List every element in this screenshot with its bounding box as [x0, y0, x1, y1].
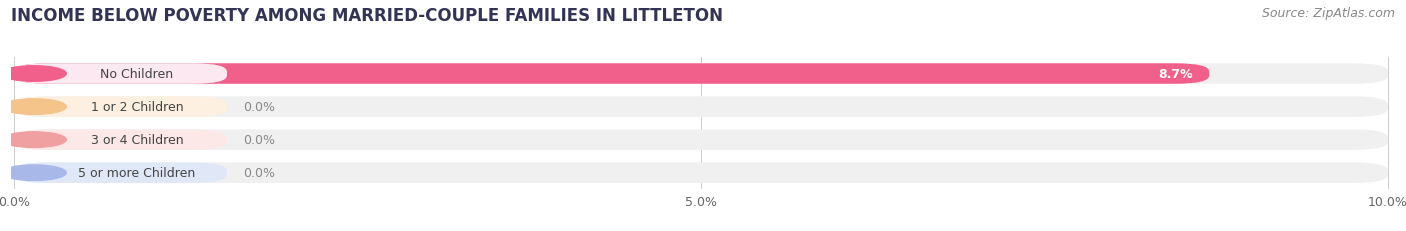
Circle shape: [1, 165, 66, 181]
Text: 3 or 4 Children: 3 or 4 Children: [90, 134, 183, 146]
FancyBboxPatch shape: [14, 163, 1388, 183]
Circle shape: [1, 132, 66, 148]
Text: INCOME BELOW POVERTY AMONG MARRIED-COUPLE FAMILIES IN LITTLETON: INCOME BELOW POVERTY AMONG MARRIED-COUPL…: [11, 7, 723, 25]
FancyBboxPatch shape: [14, 130, 226, 150]
FancyBboxPatch shape: [14, 130, 1388, 150]
Text: 5 or more Children: 5 or more Children: [79, 167, 195, 179]
Text: 0.0%: 0.0%: [243, 167, 276, 179]
Text: 8.7%: 8.7%: [1159, 68, 1192, 81]
Text: Source: ZipAtlas.com: Source: ZipAtlas.com: [1261, 7, 1395, 20]
Text: 1 or 2 Children: 1 or 2 Children: [90, 101, 183, 114]
Circle shape: [1, 67, 66, 82]
FancyBboxPatch shape: [14, 64, 226, 84]
FancyBboxPatch shape: [14, 64, 1388, 84]
Circle shape: [1, 99, 66, 115]
Text: 0.0%: 0.0%: [243, 101, 276, 114]
FancyBboxPatch shape: [14, 97, 1388, 117]
Text: No Children: No Children: [100, 68, 173, 81]
FancyBboxPatch shape: [14, 97, 226, 117]
FancyBboxPatch shape: [14, 163, 226, 183]
FancyBboxPatch shape: [14, 64, 1209, 84]
Text: 0.0%: 0.0%: [243, 134, 276, 146]
